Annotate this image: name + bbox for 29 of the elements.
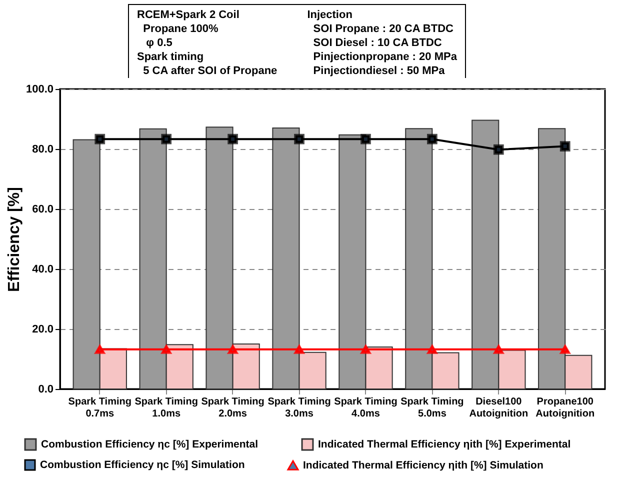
x-tick-label: Spark Timing 1.0ms (134, 396, 198, 420)
x-tick-label: Spark Timing 0.7ms (68, 396, 132, 420)
y-tick-label: 40.0 (32, 264, 54, 276)
legend-label: Combustion Efficiency ηc [%] Experimental (41, 438, 258, 451)
y-tick-label: 0.0 (38, 384, 54, 396)
y-tick-label: 80.0 (32, 144, 54, 156)
text: Pinjectionpropane : 20 MPa (312, 50, 457, 64)
x-tick-label: Spark Timing 3.0ms (268, 396, 331, 420)
legend-label: Indicated Thermal Efficiency ηith [%] Simulation (303, 459, 544, 472)
legend-label: Indicated Thermal Efficiency ηith [%] Experimental (318, 438, 571, 451)
text: RCEM+Spark 2 Coil (137, 8, 240, 22)
x-tick-label: Propane100 Autoignition (536, 396, 595, 420)
text: 5 CA after SOI of Propane (142, 64, 278, 78)
text: Propane 100% (142, 22, 220, 36)
x-tick-label: Diesel100 Autoignition (469, 396, 528, 420)
text: φ 0.5 (145, 36, 174, 50)
text: Spark timing (137, 50, 205, 64)
x-tick-label: Spark Timing 4.0ms (334, 396, 398, 420)
x-tick-label: Spark Timing 5.0ms (400, 396, 464, 420)
y-tick-label: 100.0 (26, 84, 54, 96)
text: SOI Propane : 20 CA BTDC (312, 22, 454, 36)
y-tick-label: 20.0 (32, 324, 54, 336)
text: Injection (307, 8, 354, 22)
y-tick-label: 60.0 (32, 204, 54, 216)
y-axis-title: Efficiency [%] (6, 187, 23, 292)
legend-label: Combustion Efficiency ηc [%] Simulation (40, 459, 245, 471)
x-tick-label: Spark Timing 2.0ms (201, 396, 264, 420)
text: SOI Diesel : 10 CA BTDC (312, 36, 443, 50)
text: Pinjectiondiesel : 50 MPa (312, 64, 446, 78)
